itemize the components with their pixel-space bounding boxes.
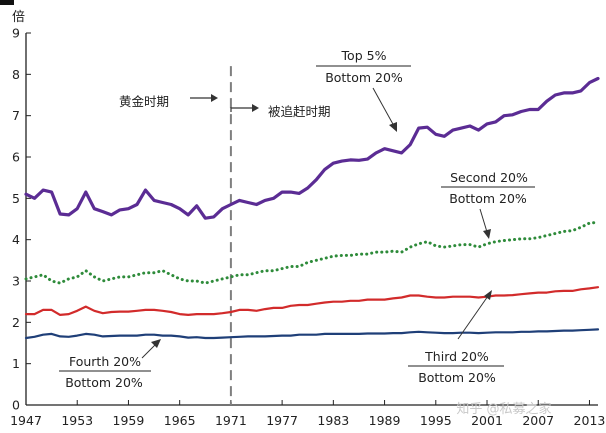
fourth20-label-denominator: Bottom 20%: [65, 375, 143, 390]
y-tick-label: 8: [12, 67, 20, 82]
series-line-4: [24, 328, 600, 340]
series-line-3: [24, 286, 600, 316]
second20-annotation: Second 20% Bottom 20%: [441, 170, 535, 239]
x-tick-label: 1959: [113, 413, 145, 428]
y-tick-label: 0: [12, 398, 20, 413]
series-line-1: [24, 76, 600, 220]
fourth20-annotation: Fourth 20% Bottom 20%: [59, 339, 161, 390]
watermark: 知乎 @私募之家: [456, 401, 551, 417]
golden-period-arrow: [190, 94, 218, 102]
y-tick-label: 4: [12, 232, 20, 247]
y-ticks: 0 1 2 3 4 5 6 7 8 9: [12, 26, 31, 413]
x-tick-label: 1953: [61, 413, 93, 428]
series-line-2: [24, 220, 600, 285]
y-tick-label: 3: [12, 274, 20, 289]
y-axis-unit-label: 倍: [12, 10, 25, 25]
x-tick-label: 1989: [369, 413, 401, 428]
corner-mark: [0, 0, 14, 5]
fourth20-label-numerator: Fourth 20%: [69, 354, 141, 369]
series-layer: [24, 76, 600, 340]
third20-label-denominator: Bottom 20%: [418, 370, 496, 385]
x-tick-label: 2001: [471, 413, 503, 428]
y-tick-label: 9: [12, 26, 20, 41]
y-tick-label: 7: [12, 108, 20, 123]
third20-annotation: Third 20% Bottom 20%: [408, 290, 504, 385]
y-tick-label: 6: [12, 150, 20, 165]
top5-annotation: Top 5% Bottom 20%: [316, 48, 411, 132]
top5-label-numerator: Top 5%: [341, 48, 387, 63]
x-tick-label: 1983: [317, 413, 349, 428]
x-tick-label: 1965: [164, 413, 196, 428]
catch-up-period-label: 被追赶时期: [268, 104, 331, 119]
catch-up-period-arrow: [230, 104, 259, 112]
axes: [25, 33, 598, 406]
y-tick-label: 5: [12, 191, 20, 206]
top5-label-denominator: Bottom 20%: [325, 70, 403, 85]
golden-period-label: 黄金时期: [119, 94, 169, 109]
x-tick-label: 1971: [215, 413, 247, 428]
x-tick-label: 1977: [266, 413, 298, 428]
y-tick-label: 2: [12, 315, 20, 330]
x-tick-label: 2013: [574, 413, 606, 428]
second20-label-numerator: Second 20%: [450, 170, 528, 185]
x-tick-label: 1995: [420, 413, 452, 428]
third20-label-numerator: Third 20%: [424, 349, 489, 364]
y-tick-label: 1: [12, 356, 20, 371]
x-tick-label: 2007: [522, 413, 554, 428]
x-tick-label: 1947: [10, 413, 42, 428]
second20-label-denominator: Bottom 20%: [449, 191, 527, 206]
